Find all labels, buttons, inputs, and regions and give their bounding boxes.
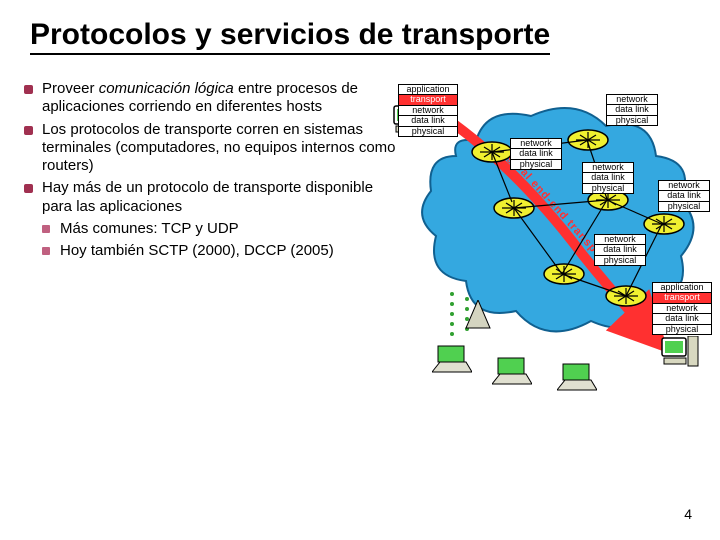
layer-stack-full: application transport network data link … xyxy=(398,84,458,137)
host-icon xyxy=(660,336,700,370)
layer-stack-router: network data link physical xyxy=(510,138,562,170)
bullet-2: Los protocolos de transporte corren en s… xyxy=(24,121,404,176)
bullet-3a: Más comunes: TCP y UDP xyxy=(24,220,404,238)
layer-physical: physical xyxy=(653,325,711,334)
page-number: 4 xyxy=(684,506,692,522)
bullet-list: Proveer comunicación lógica entre proces… xyxy=(24,80,404,265)
layer-physical: physical xyxy=(583,184,633,193)
slide-title: Protocolos y servicios de transporte xyxy=(30,18,550,55)
layer-stack-router: network data link physical xyxy=(582,162,634,194)
layer-stack-full: application transport network data link … xyxy=(652,282,712,335)
network-diagram: logical end-end transport xyxy=(382,84,710,414)
laptop-icon xyxy=(432,342,472,376)
layer-physical: physical xyxy=(659,202,709,211)
laptop-icon xyxy=(557,360,597,394)
laptop-icon xyxy=(492,354,532,388)
bullet-3b: Hoy también SCTP (2000), DCCP (2005) xyxy=(24,242,404,260)
bullet-1-pre: Proveer xyxy=(42,80,99,97)
bullet-3: Hay más de un protocolo de transporte di… xyxy=(24,179,404,216)
layer-stack-router: network data link physical xyxy=(606,94,658,126)
bullet-1-em: comunicación lógica xyxy=(99,80,234,97)
layer-physical: physical xyxy=(607,116,657,125)
base-station-icon xyxy=(464,300,492,330)
layer-physical: physical xyxy=(595,256,645,265)
bullet-1: Proveer comunicación lógica entre proces… xyxy=(24,80,404,117)
layer-physical: physical xyxy=(399,127,457,136)
layer-physical: physical xyxy=(511,160,561,169)
layer-stack-router: network data link physical xyxy=(594,234,646,266)
layer-stack-router: network data link physical xyxy=(658,180,710,212)
